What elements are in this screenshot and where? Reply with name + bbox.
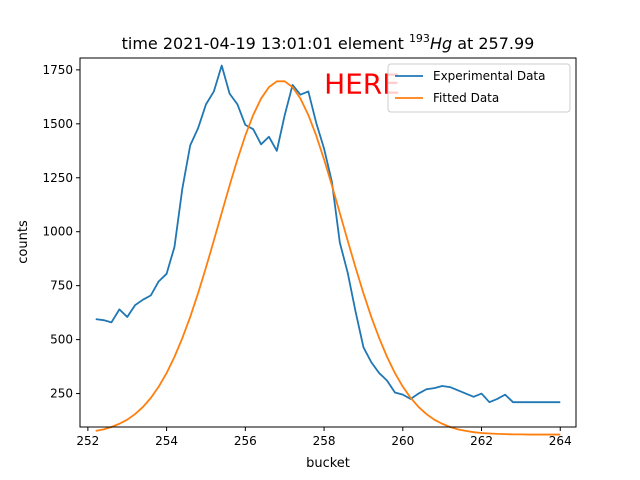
y-tick-label: 1750	[42, 63, 73, 77]
legend-label-experimental: Experimental Data	[433, 69, 546, 83]
y-tick-label: 1250	[42, 171, 73, 185]
y-tick-label: 750	[50, 279, 73, 293]
chart-title: time 2021-04-19 13:01:01 element 193Hg a…	[122, 32, 535, 53]
y-axis-label: counts	[16, 220, 31, 264]
y-tick-label: 250	[50, 387, 73, 401]
legend-box	[387, 63, 571, 113]
legend-label-fitted: Fitted Data	[433, 91, 499, 105]
x-tick-label: 264	[549, 434, 572, 448]
axes-frame	[79, 57, 577, 428]
x-tick-label: 254	[155, 434, 178, 448]
x-tick-label: 260	[391, 434, 414, 448]
x-axis-ticks: 252 254 256 258 260 262 264	[76, 427, 572, 448]
legend: Experimental Data Fitted Data	[387, 63, 571, 113]
x-tick-label: 252	[76, 434, 99, 448]
fitted-data-line	[95, 80, 561, 436]
plot-area	[79, 57, 577, 436]
y-axis-ticks: 250 500 750 1000 1250 1500 1750	[42, 63, 80, 401]
x-tick-label: 262	[470, 434, 493, 448]
experimental-data-line	[95, 64, 561, 404]
x-tick-label: 258	[313, 434, 336, 448]
series-layer	[95, 64, 561, 436]
y-tick-label: 500	[50, 333, 73, 347]
y-tick-label: 1000	[42, 225, 73, 239]
x-axis-label: bucket	[306, 456, 350, 471]
x-tick-label: 256	[234, 434, 257, 448]
y-tick-label: 1500	[42, 117, 73, 131]
here-annotation: HERE	[324, 68, 400, 101]
